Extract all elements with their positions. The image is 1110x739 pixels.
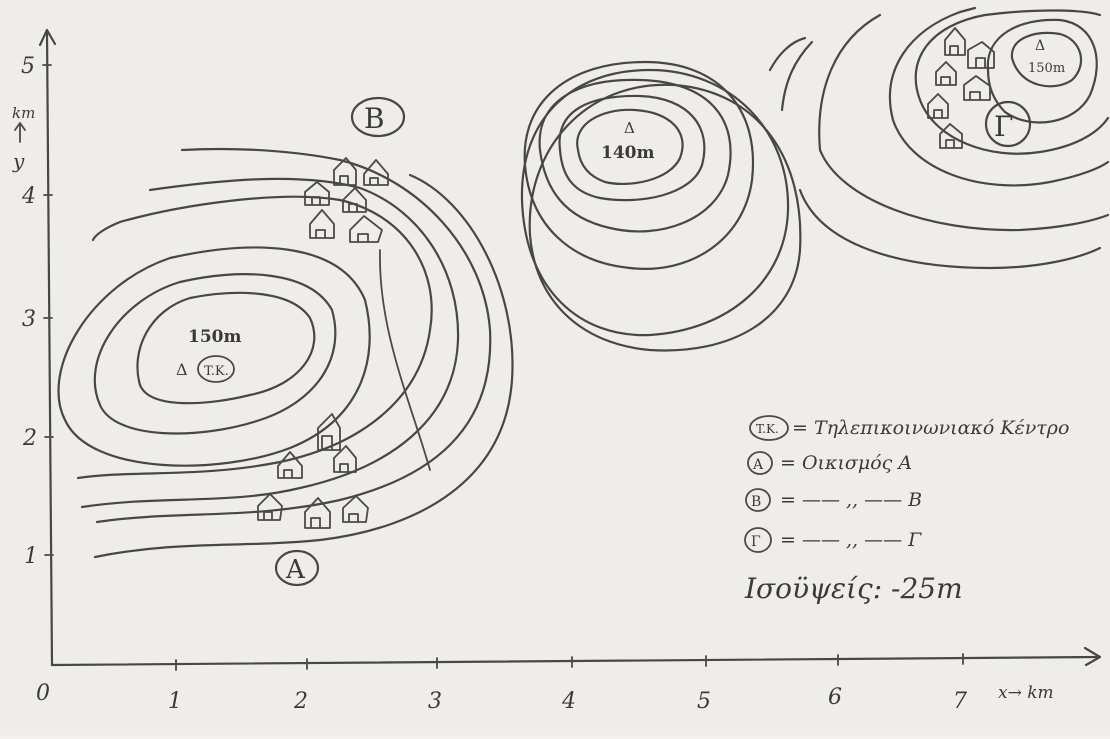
- y-tick-label: 2: [22, 426, 37, 451]
- x-tick-label: 4: [561, 689, 576, 714]
- village-g-circle: [984, 100, 1032, 148]
- contour-interval-note: Ισοϋψείς: -25m: [744, 572, 963, 605]
- y-axis-tick-marks: [42, 64, 54, 556]
- legend-symbol: Γ: [751, 534, 761, 550]
- x-tick-label: 5: [697, 689, 711, 714]
- y-axis-unit-label: km: [12, 104, 35, 122]
- x-tick-label: 3: [428, 689, 442, 714]
- y-axis: [38, 28, 57, 667]
- x-axis: [50, 646, 1102, 667]
- origin-label: 0: [36, 681, 50, 706]
- x-axis-tick-labels: 0 1 2 3 4 5 6 7 x→ km: [36, 681, 1054, 714]
- peak-right: Δ 150m: [1028, 38, 1065, 76]
- village-a-label: A: [285, 555, 306, 585]
- peak-middle: Δ 140m: [601, 119, 654, 163]
- peak-elevation-label: 150m: [1028, 61, 1065, 76]
- village-b-circle: [350, 96, 406, 138]
- telecom-center-label: T.K.: [204, 364, 229, 379]
- y-tick-label: 1: [24, 544, 38, 569]
- x-tick-label: 2: [293, 689, 308, 714]
- peak-triangle-icon: Δ: [1035, 38, 1045, 54]
- x-tick-label: 7: [953, 689, 967, 714]
- legend-text: = —— ,, —— B: [780, 489, 922, 511]
- legend-item-village-g: Γ = —— ,, —— Γ: [744, 527, 922, 553]
- peak-elevation-label: 140m: [601, 143, 654, 163]
- legend-text: = Τηλεπικοινωνιακό Κέντρο: [792, 417, 1069, 439]
- contours-hill-right: [768, 6, 1110, 270]
- y-axis-tick-labels: 1 2 3 4 5 km y: [12, 54, 38, 569]
- x-tick-label: 6: [828, 685, 842, 710]
- x-axis-label: x→ km: [998, 683, 1054, 703]
- village-g-houses: [927, 27, 995, 149]
- legend-symbol: B: [751, 494, 761, 510]
- legend-text: = Οικισμός A: [780, 452, 912, 474]
- contours-hill-middle: [520, 60, 802, 352]
- contours-hill-left: [57, 147, 514, 559]
- legend-item-village-a: A = Οικισμός A: [747, 451, 912, 475]
- peak-triangle-icon: Δ: [624, 119, 635, 137]
- village-b-label: B: [364, 102, 385, 135]
- legend-item-telecom: T.K. = Τηλεπικοινωνιακό Κέντρο: [749, 415, 1069, 441]
- y-axis-up-arrow: [14, 122, 26, 143]
- village-b-houses: [304, 157, 389, 243]
- y-tick-label: 3: [22, 307, 36, 332]
- legend-item-village-b: B = —— ,, —— B: [745, 488, 922, 512]
- y-tick-label: 5: [21, 54, 35, 79]
- legend-symbol: T.K.: [756, 422, 779, 436]
- x-tick-label: 1: [168, 689, 182, 714]
- y-axis-variable-label: y: [12, 149, 25, 173]
- legend-text: = —— ,, —— Γ: [780, 529, 922, 551]
- legend-symbol: A: [752, 457, 764, 473]
- village-a-houses: [257, 413, 369, 529]
- legend: T.K. = Τηλεπικοινωνιακό Κέντρο A = Οικισ…: [744, 415, 1069, 605]
- peak-elevation-label: 150m: [188, 327, 241, 347]
- peak-triangle-icon: Δ: [176, 360, 188, 379]
- y-tick-label: 4: [21, 184, 36, 209]
- telecom-center-circle: [197, 355, 235, 383]
- peak-left: 150m Δ T.K.: [176, 327, 241, 383]
- x-axis-tick-marks: [175, 653, 964, 671]
- village-g-label: Γ: [994, 110, 1013, 143]
- village-a-circle: [274, 549, 320, 587]
